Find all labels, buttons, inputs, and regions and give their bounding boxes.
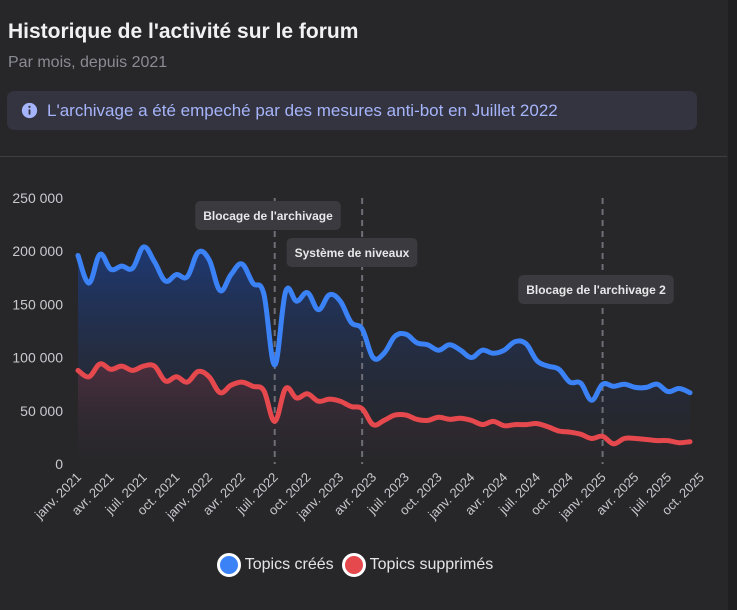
archive-notice: L'archivage a été empeché par des mesure… bbox=[7, 91, 697, 130]
annotation-text: Blocage de l'archivage 2 bbox=[526, 283, 666, 297]
annotation-box bbox=[518, 275, 674, 304]
legend-item-created[interactable]: Topics créés bbox=[216, 553, 334, 577]
notice-text: L'archivage a été empeché par des mesure… bbox=[47, 100, 558, 120]
page-scrollbar[interactable] bbox=[728, 0, 737, 610]
chart-legend: Topics créés Topics supprimés bbox=[0, 553, 710, 577]
info-icon bbox=[21, 102, 38, 119]
y-tick-label: 250 000 bbox=[12, 190, 63, 206]
chart-title: Historique de l'activité sur le forum bbox=[8, 20, 359, 43]
legend-swatch-deleted bbox=[341, 553, 366, 577]
annotation-label: Blocage de l'archivage 2 bbox=[518, 275, 674, 304]
annotation-box bbox=[195, 201, 341, 230]
y-tick-label: 0 bbox=[55, 456, 63, 472]
annotation-text: Système de niveaux bbox=[295, 246, 410, 260]
y-tick-label: 50 000 bbox=[20, 403, 63, 419]
legend-swatch-created bbox=[216, 553, 241, 577]
area-deleted bbox=[78, 363, 690, 464]
y-tick-label: 200 000 bbox=[12, 243, 63, 259]
chart-subtitle: Par mois, depuis 2021 bbox=[8, 54, 168, 71]
line-deleted bbox=[75, 361, 693, 447]
annotation-label: Système de niveaux bbox=[286, 238, 418, 267]
annotation-label: Blocage de l'archivage bbox=[195, 201, 341, 230]
annotation-box bbox=[286, 238, 418, 267]
legend-label-deleted: Topics supprimés bbox=[369, 556, 494, 573]
annotation-text: Blocage de l'archivage bbox=[203, 209, 333, 223]
legend-item-deleted[interactable]: Topics supprimés bbox=[341, 553, 494, 577]
legend-label-created: Topics créés bbox=[244, 556, 334, 573]
section-divider bbox=[0, 156, 727, 157]
line-created bbox=[75, 244, 693, 403]
y-tick-label: 150 000 bbox=[12, 296, 63, 312]
y-tick-label: 100 000 bbox=[12, 350, 63, 366]
